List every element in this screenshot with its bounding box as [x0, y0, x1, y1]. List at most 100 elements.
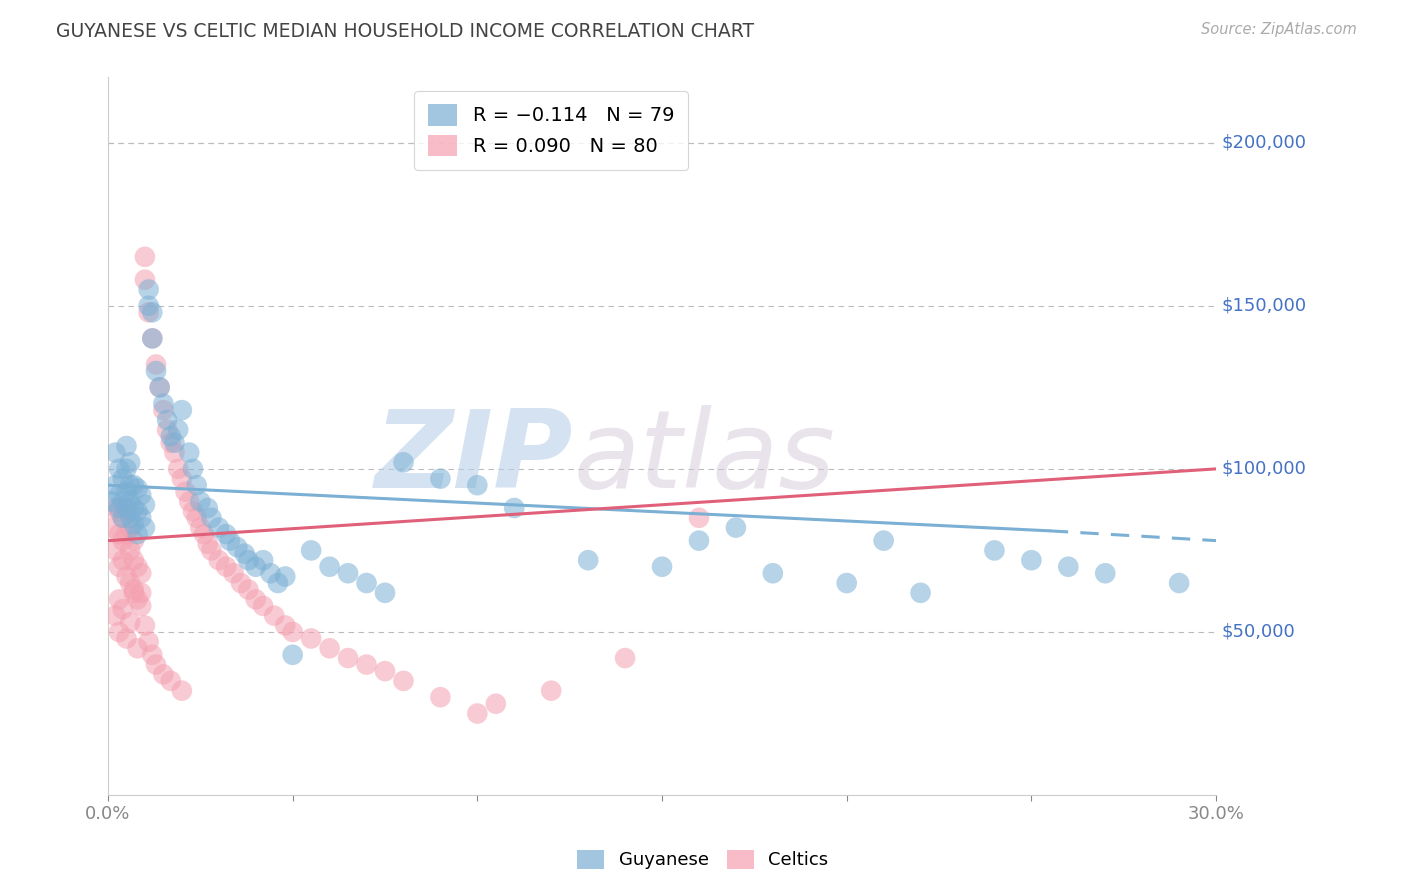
Point: [104, 543, 127, 558]
Text: $50,000: $50,000: [1222, 623, 1295, 641]
Point: [267, 576, 290, 591]
Point: [129, 510, 152, 524]
Point: [159, 435, 181, 450]
Point: [188, 494, 211, 508]
Point: [120, 478, 142, 492]
Point: [318, 641, 340, 656]
Point: [245, 592, 267, 607]
Point: [104, 608, 127, 623]
Point: [1021, 553, 1043, 567]
Point: [238, 553, 260, 567]
Point: [108, 488, 131, 502]
Point: [274, 618, 297, 632]
Point: [141, 331, 163, 345]
Point: [356, 576, 378, 591]
Point: [163, 445, 186, 459]
Point: [688, 533, 710, 548]
Point: [120, 615, 142, 630]
Point: [145, 657, 167, 672]
Point: [174, 484, 197, 499]
Point: [200, 543, 222, 558]
Point: [115, 632, 138, 646]
Point: [263, 608, 285, 623]
Point: [724, 520, 747, 534]
Point: [141, 648, 163, 662]
Text: Source: ZipAtlas.com: Source: ZipAtlas.com: [1201, 22, 1357, 37]
Point: [115, 439, 138, 453]
Point: [245, 559, 267, 574]
Point: [218, 533, 240, 548]
Point: [274, 569, 297, 583]
Point: [614, 651, 637, 665]
Text: $200,000: $200,000: [1222, 134, 1306, 152]
Point: [193, 527, 215, 541]
Point: [835, 576, 858, 591]
Point: [115, 527, 138, 541]
Point: [229, 576, 252, 591]
Point: [1094, 566, 1116, 581]
Point: [108, 462, 131, 476]
Point: [197, 537, 219, 551]
Point: [540, 683, 562, 698]
Text: ZIP: ZIP: [375, 405, 574, 511]
Point: [374, 586, 396, 600]
Point: [163, 435, 186, 450]
Legend: R = −0.114   N = 79, R = 0.090   N = 80: R = −0.114 N = 79, R = 0.090 N = 80: [415, 91, 688, 170]
Legend: Guyanese, Celtics: Guyanese, Celtics: [568, 840, 838, 879]
Point: [129, 566, 152, 581]
Point: [115, 501, 138, 516]
Point: [122, 478, 145, 492]
Point: [485, 697, 508, 711]
Point: [188, 520, 211, 534]
Text: $150,000: $150,000: [1222, 297, 1306, 315]
Point: [1057, 559, 1080, 574]
Point: [152, 397, 174, 411]
Point: [120, 520, 142, 534]
Point: [122, 533, 145, 548]
Point: [127, 527, 149, 541]
Point: [134, 618, 156, 632]
Point: [134, 520, 156, 534]
Point: [111, 472, 134, 486]
Point: [115, 484, 138, 499]
Point: [429, 690, 451, 705]
Point: [197, 501, 219, 516]
Point: [179, 445, 201, 459]
Point: [149, 380, 172, 394]
Text: atlas: atlas: [574, 405, 835, 510]
Point: [141, 331, 163, 345]
Point: [122, 517, 145, 532]
Point: [129, 488, 152, 502]
Point: [208, 520, 231, 534]
Point: [120, 576, 142, 591]
Point: [252, 599, 274, 613]
Point: [200, 510, 222, 524]
Point: [127, 592, 149, 607]
Point: [356, 657, 378, 672]
Point: [983, 543, 1005, 558]
Point: [108, 624, 131, 639]
Point: [337, 566, 360, 581]
Point: [186, 510, 208, 524]
Point: [111, 510, 134, 524]
Point: [159, 429, 181, 443]
Point: [1168, 576, 1191, 591]
Point: [111, 510, 134, 524]
Point: [238, 582, 260, 597]
Text: $100,000: $100,000: [1222, 460, 1306, 478]
Point: [215, 559, 238, 574]
Point: [104, 445, 127, 459]
Point: [138, 305, 160, 319]
Point: [170, 472, 193, 486]
Point: [181, 462, 204, 476]
Point: [688, 510, 710, 524]
Point: [208, 553, 231, 567]
Point: [252, 553, 274, 567]
Point: [104, 501, 127, 516]
Point: [115, 504, 138, 518]
Point: [122, 586, 145, 600]
Point: [100, 520, 122, 534]
Point: [167, 462, 190, 476]
Point: [120, 543, 142, 558]
Point: [138, 634, 160, 648]
